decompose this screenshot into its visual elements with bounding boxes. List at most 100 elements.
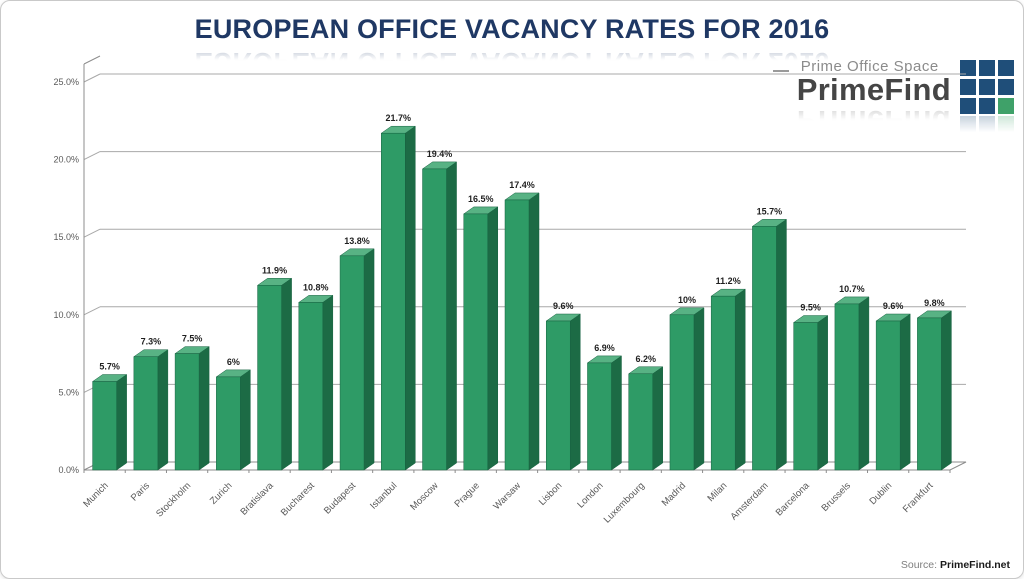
source-site: PrimeFind.net [939,559,1010,571]
bar-side-face [776,218,787,471]
bar-side-face [652,366,663,471]
x-tick-label: Moscow [408,480,441,513]
x-tick-label: Bucharest [279,480,317,518]
bar-value-label: 7.3% [141,337,162,347]
bar [545,320,571,471]
logo-grid-cell [979,79,995,95]
x-tick-label: Milan [705,480,729,504]
y-tick-label: 15.0% [53,232,79,242]
bar-side-face [322,294,334,471]
bar-side-face [281,277,292,471]
logo-text: Prime Office Space PrimeFind [797,58,951,105]
bar [793,322,818,471]
bar-side-face [116,374,127,471]
bar-side-face [487,206,499,471]
bar-value-label: 11.2% [716,276,741,286]
x-tick-label: Stockholm [154,480,193,519]
bar-value-label: 10.7% [839,284,865,294]
bar [917,317,942,471]
logo-grid-cell [998,98,1014,114]
bar-side-face [611,355,622,471]
bar-value-label: 15.7% [757,206,783,216]
bar [463,213,489,471]
x-tick-label: Barcelona [774,480,813,519]
x-tick-label: Warsaw [491,480,523,512]
y-axis-depth [83,55,101,65]
bar-side-face [405,125,416,471]
chart-title: EUROPEAN OFFICE VACANCY RATES FOR 2016 [194,14,830,44]
bar [504,199,530,471]
bar [216,376,241,471]
bar-side-face [157,349,169,471]
bar-side-face [817,315,828,471]
bar-value-label: 9.5% [800,303,821,313]
bar [587,362,612,471]
y-tick-label: 5.0% [58,387,79,397]
x-tick-label: Budapest [322,480,358,516]
bar [133,356,159,471]
x-tick-label: Bratislava [238,480,276,518]
x-tick-label: Amsterdam [728,480,770,522]
bar [257,285,282,471]
logo-tagline: Prime Office Space [800,58,939,75]
bar-side-face [858,296,870,471]
logo-dash [772,70,789,72]
gridline-connector [83,73,101,83]
x-tick-label: Luxembourg [602,480,647,525]
x-tick-label: Zurich [208,480,234,506]
bar [174,353,200,471]
y-tick-label: 0.0% [58,465,79,475]
bar-value-label: 17.4% [509,180,535,190]
bar-side-face [693,307,705,471]
x-tick-label: Prague [452,480,481,509]
bar [628,373,653,471]
bar-value-label: 10.8% [303,282,329,292]
logo-grid-cell [979,98,995,114]
x-tick-label: Istanbul [368,480,399,511]
logo-grid-cell [960,60,976,76]
bar-value-label: 6.9% [594,343,615,353]
y-tick-label: 10.0% [53,310,79,320]
bar [298,302,324,471]
gridline-connector [83,306,101,316]
bar-side-face [240,369,251,471]
logo-brand: PrimeFind [796,72,951,107]
gridline-connector [83,228,101,238]
logo-grid-cell [979,60,995,76]
bar-side-face [528,192,540,471]
x-tick-label: London [575,480,605,510]
x-tick-label: Lisbon [537,480,565,508]
bar-value-label: 6% [227,357,240,367]
bar [339,255,365,471]
bar-value-label: 21.7% [386,113,412,123]
bar-value-label: 9.6% [883,301,904,311]
bar [834,303,860,471]
bar-value-label: 9.6% [553,301,574,311]
bar-value-label: 13.8% [344,236,370,246]
bar-value-label: 6.2% [635,354,656,364]
source-label: Source: [900,559,938,571]
bar [710,295,736,471]
bar-value-label: 19.4% [427,149,453,159]
x-tick-label: Paris [129,480,152,503]
bar-side-face [198,346,210,471]
primefind-logo: Prime Office Space PrimeFind [772,58,1014,114]
x-tick-label: Munich [81,480,110,509]
x-tick-label: Madrid [660,480,688,508]
x-tick-label: Frankfurt [901,480,936,515]
bar [381,132,406,471]
bar-value-label: 7.5% [182,334,203,344]
logo-grid-cell [998,79,1014,95]
bar-value-label: 11.9% [262,265,287,275]
bar [669,314,695,471]
source-credit: Source: PrimeFind.net [901,559,1010,571]
bar-value-label: 9.8% [924,298,945,308]
bar-value-label: 16.5% [468,194,494,204]
bar [875,320,901,471]
y-tick-label: 20.0% [53,155,79,165]
logo-grid-cell [998,60,1014,76]
bar-side-face [941,310,952,471]
logo-grid-cell [960,98,976,114]
bar-side-face [446,161,457,471]
bar-side-face [899,313,911,471]
